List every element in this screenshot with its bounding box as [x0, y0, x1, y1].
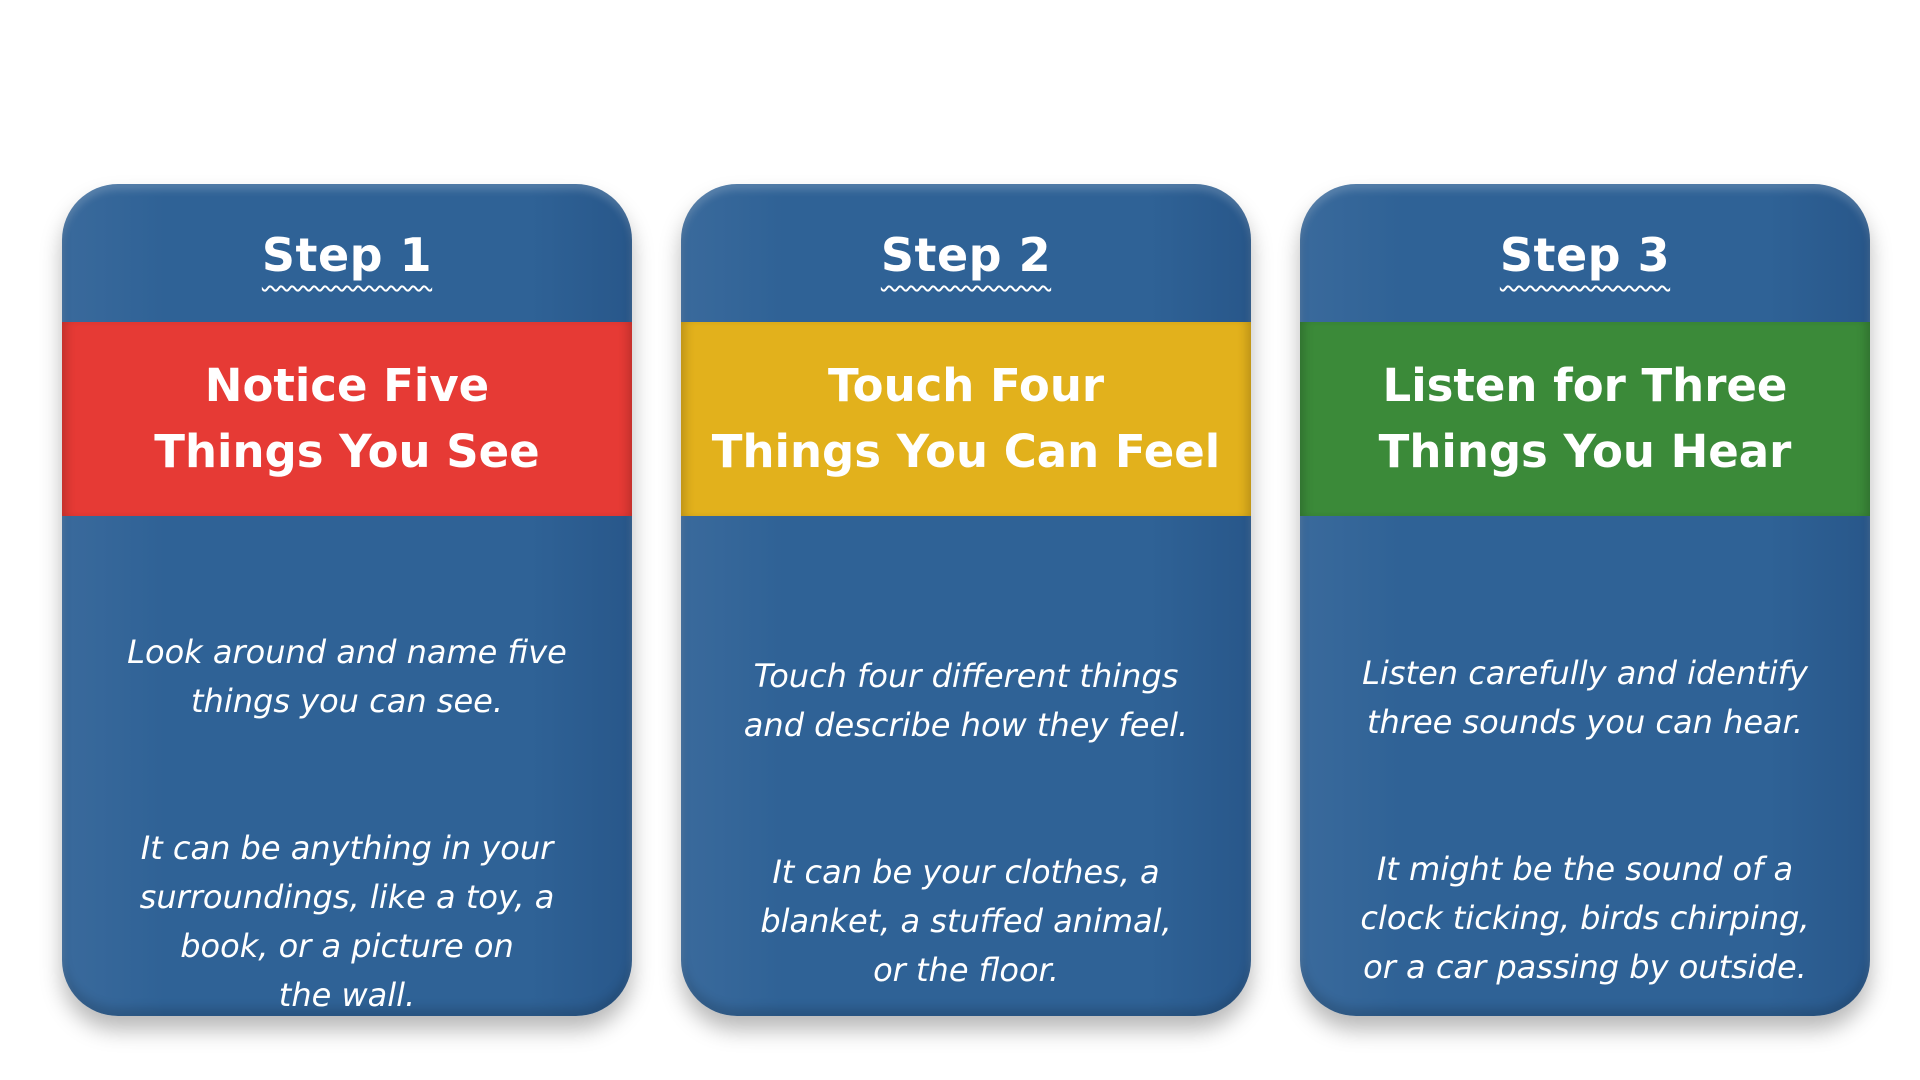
step-card-3: Step 3 Listen for Three Things You Hear …	[1300, 184, 1870, 1016]
description-paragraph: Look around and name five things you can…	[127, 633, 567, 720]
card-description: Touch four different things and describe…	[711, 603, 1221, 1016]
description-paragraph: It can be anything in your surroundings,…	[139, 829, 555, 1014]
description-paragraph: It can be your clothes, a blanket, a stu…	[760, 853, 1172, 989]
step-label-text: Step 2	[880, 228, 1052, 282]
card-title: Listen for Three Things You Hear	[1378, 359, 1792, 478]
card-description: Listen carefully and identify three soun…	[1330, 600, 1840, 1016]
description-paragraph: It might be the sound of a clock ticking…	[1360, 850, 1810, 986]
step-card-1: Step 1 Notice Five Things You See Look a…	[62, 184, 632, 1016]
title-band: Touch Four Things You Can Feel	[681, 322, 1251, 516]
card-title: Notice Five Things You See	[154, 359, 540, 478]
description-paragraph: Listen carefully and identify three soun…	[1362, 654, 1808, 741]
title-band: Notice Five Things You See	[62, 322, 632, 516]
description-paragraph: Touch four different things and describe…	[743, 657, 1189, 744]
step-heading: Step 2	[681, 228, 1251, 292]
step-heading: Step 3	[1300, 228, 1870, 292]
step-label-text: Step 1	[261, 228, 433, 282]
step-heading: Step 1	[62, 228, 632, 292]
step-label-text: Step 3	[1499, 228, 1671, 282]
card-title: Touch Four Things You Can Feel	[711, 359, 1221, 478]
card-description: Look around and name five things you can…	[92, 579, 602, 1016]
title-band: Listen for Three Things You Hear	[1300, 322, 1870, 516]
step-card-2: Step 2 Touch Four Things You Can Feel To…	[681, 184, 1251, 1016]
